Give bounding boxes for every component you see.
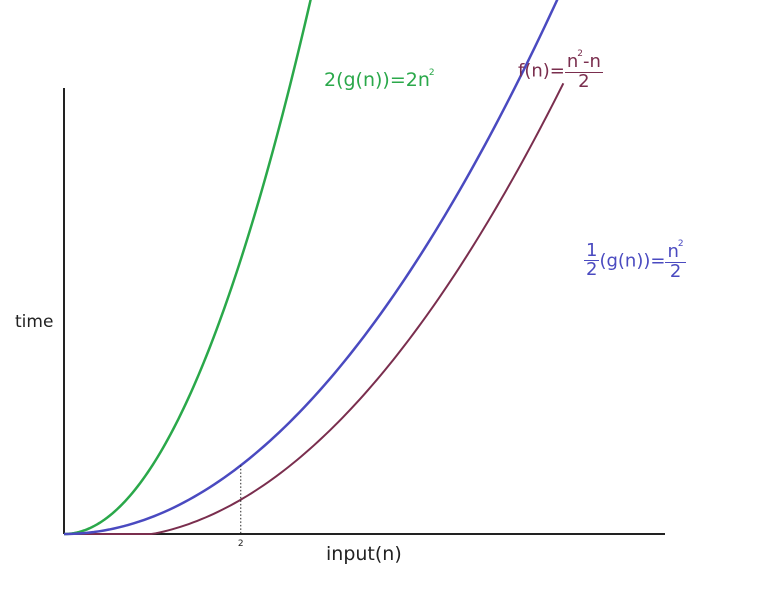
series-label-half-gn: 1 2 (g(n))= n2 2 (584, 239, 686, 282)
half-num-exponent: 2 (677, 239, 684, 249)
series-label-2gn: 2(g(n))=2n2 (324, 68, 435, 91)
series-label-half-coef: 1 2 (584, 239, 600, 281)
fn-num-exponent: 2 (577, 49, 584, 59)
fn-num-n: n (566, 51, 579, 72)
series-label-half-fraction: n2 2 (665, 239, 686, 282)
series-label-2gn-exponent: 2 (428, 68, 435, 78)
half-coef-numerator: 1 (584, 239, 600, 262)
y-axis-label: time (15, 312, 53, 332)
series-label-half-mid: (g(n))= (599, 250, 666, 272)
series-label-fn-fraction: n2-n 2 (564, 49, 603, 92)
series-label-2gn-text: 2(g(n))=2n (324, 69, 430, 91)
half-frac-numerator: n2 (665, 239, 686, 263)
half-coef-denominator: 2 (586, 259, 598, 281)
x-axis-label: input(n) (326, 543, 402, 565)
series-line-1 (63, 0, 312, 536)
series-label-fn-numerator: n2-n (564, 49, 603, 73)
series-label-fn-lhs: f(n)= (518, 60, 565, 82)
series-line-3 (63, 0, 559, 536)
fn-num-rest: -n (583, 51, 601, 72)
x-tick-label: 2 (238, 539, 244, 549)
half-num-n: n (667, 241, 679, 262)
series-label-fn-denominator: 2 (578, 70, 590, 92)
series-line-2 (64, 82, 565, 535)
series-label-fn: f(n)= n2-n 2 (518, 49, 603, 92)
half-frac-denominator: 2 (669, 260, 682, 282)
